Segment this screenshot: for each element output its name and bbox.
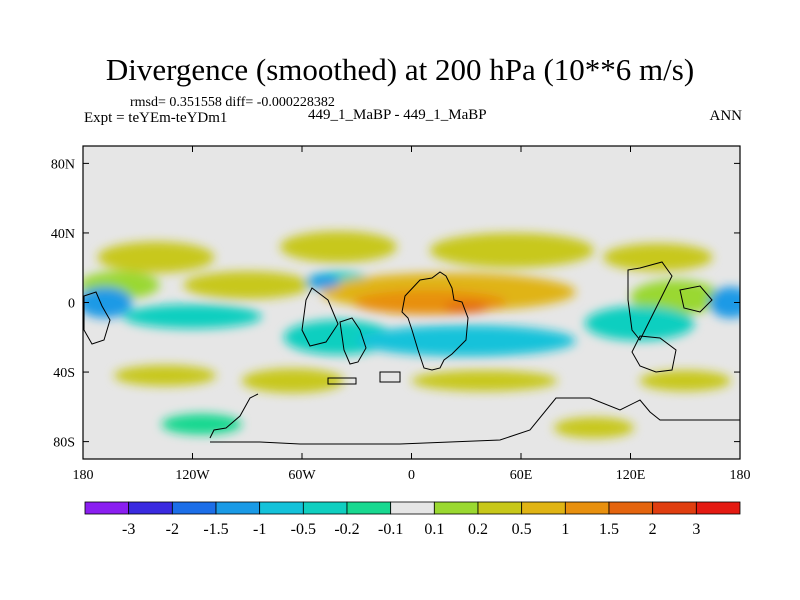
coastline-outlines: [83, 261, 740, 445]
colorbar-swatch-14: [695, 501, 741, 515]
y-tick-label-1: 40N: [51, 227, 75, 242]
coastline-africa: [401, 271, 469, 371]
field-anomaly-22: [307, 274, 341, 289]
case-label: 449_1_MaBP - 449_1_MaBP: [308, 107, 487, 123]
coastline-antarctica: [210, 397, 740, 445]
x-tick-label-5: 120E: [616, 468, 646, 483]
colorbar-label-3: -1: [253, 521, 266, 538]
coastline-island-west: [83, 291, 111, 345]
coastline-island-south: [379, 371, 401, 383]
coastline-south-america: [339, 317, 367, 365]
field-anomaly-3: [183, 271, 312, 300]
chart-title: Divergence (smoothed) at 200 hPa (10**6 …: [105, 52, 695, 87]
x-tick-label-3: 0: [408, 468, 415, 483]
field-anomaly-21: [708, 286, 740, 319]
colorbar-label-0: -3: [122, 521, 135, 538]
colorbar-swatch-9: [477, 501, 523, 515]
coastline-antarctic-peninsula: [209, 393, 259, 439]
colorbar-label-6: -0.1: [378, 521, 403, 538]
field-anomaly-12: [280, 231, 397, 263]
field-anomaly-11: [241, 368, 344, 393]
x-tick-label-6: 180: [730, 468, 751, 483]
field-anomaly-20: [83, 286, 133, 319]
colorbar-label-12: 2: [649, 521, 657, 538]
field-anomaly-16: [584, 305, 695, 341]
x-tick-label-4: 60E: [510, 468, 533, 483]
coastline-asia-east: [627, 261, 673, 341]
coastline-australia: [631, 335, 677, 373]
x-tick-label-1: 120W: [175, 468, 210, 483]
colorbar-label-2: -1.5: [203, 521, 228, 538]
field-anomaly-18: [356, 325, 576, 357]
field-anomaly-5: [411, 370, 558, 392]
field-anomaly-2: [603, 243, 713, 272]
colorbar-label-5: -0.2: [334, 521, 359, 538]
x-tick-label-2: 60W: [288, 468, 316, 483]
colorbar-swatch-13: [652, 501, 697, 515]
colorbar-swatch-3: [215, 501, 261, 515]
colorbar-label-4: -0.5: [291, 521, 316, 538]
colorbar-swatch-5: [302, 501, 348, 515]
field-anomaly-8: [553, 417, 635, 439]
coastline-new-guinea: [679, 285, 713, 313]
field-anomaly-10: [429, 232, 594, 268]
colorbar-label-8: 0.2: [468, 521, 488, 538]
colorbar-swatch-0: [84, 501, 130, 515]
colorbar-swatch-10: [521, 501, 566, 515]
colorbar-swatch-2: [171, 501, 217, 515]
colorbar-swatch-1: [128, 501, 173, 515]
colorbar-label-10: 1: [561, 521, 569, 538]
colorbar-swatch-7: [390, 501, 435, 515]
field-anomaly-9: [97, 241, 215, 273]
axes: 180 120W 60W 0 60E 120E 180 80N 40N 0 40S 80S: [51, 146, 751, 483]
colorbar-swatch-6: [346, 501, 392, 515]
y-tick-label-0: 80N: [51, 157, 75, 172]
field-anomaly-1: [630, 279, 722, 315]
y-tick-label-3: 40S: [53, 366, 75, 381]
y-tick-label-4: 80S: [53, 436, 75, 451]
field-anomaly-23: [444, 302, 489, 313]
coastline-north-america: [301, 287, 339, 347]
season-label: ANN: [709, 108, 743, 124]
field-anomaly-7: [161, 413, 242, 435]
field-anomaly-14: [123, 304, 262, 329]
field-anomaly-19: [353, 290, 507, 315]
rmsd-diff-stats: rmsd= 0.351558 diff= -0.000228382: [130, 95, 335, 110]
coastline-island-patagonia: [327, 377, 357, 385]
colorbar-swatch-8: [433, 501, 479, 515]
colorbar: -3 -2 -1.5 -1 -0.5 -0.2 -0.1 0.1 0.2 0.5 1 1.5 2 3: [84, 501, 741, 538]
colorbar-label-7: 0.1: [424, 521, 444, 538]
colorbar-swatch-4: [259, 501, 304, 515]
field-anomaly-4: [114, 365, 217, 386]
colorbar-swatch-12: [608, 501, 654, 515]
colorbar-label-9: 0.5: [512, 521, 532, 538]
colorbar-label-1: -2: [166, 521, 179, 538]
experiment-label: Expt = teYEm-teYDm1: [84, 110, 228, 126]
x-tick-label-0: 180: [73, 468, 94, 483]
y-tick-label-2: 0: [68, 297, 75, 312]
colorbar-label-11: 1.5: [599, 521, 619, 538]
colorbar-label-13: 3: [692, 521, 700, 538]
colorbar-swatch-11: [564, 501, 610, 515]
field-anomaly-6: [639, 370, 731, 392]
